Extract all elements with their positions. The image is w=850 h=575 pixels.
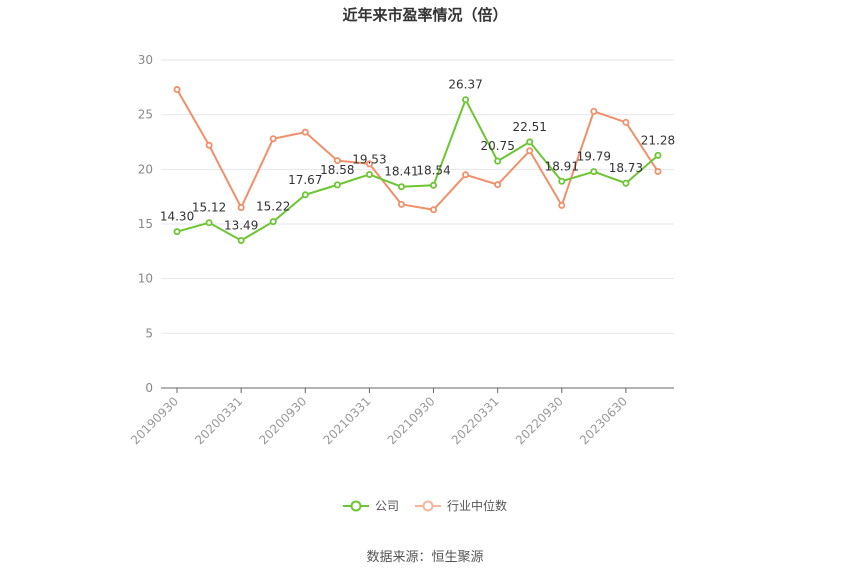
x-tick-label: 20220930 — [513, 394, 566, 447]
y-tick-label: 0 — [145, 381, 153, 395]
source-note: 数据来源：恒生聚源 — [366, 550, 484, 565]
data-label: 14.30 — [160, 210, 194, 224]
chart-title: 近年来市盈率情况（倍） — [342, 6, 508, 24]
data-label: 19.53 — [352, 152, 386, 166]
x-tick-label: 20190930 — [128, 394, 181, 447]
data-point[interactable] — [462, 96, 470, 104]
y-tick-label: 5 — [145, 326, 153, 340]
data-point[interactable] — [205, 141, 213, 149]
data-label: 18.91 — [545, 159, 579, 173]
data-point[interactable] — [494, 157, 502, 165]
data-label: 21.28 — [641, 133, 675, 147]
data-point[interactable] — [526, 138, 534, 146]
data-point[interactable] — [269, 218, 277, 226]
data-point[interactable] — [462, 171, 470, 179]
data-point[interactable] — [237, 237, 245, 245]
data-point[interactable] — [365, 160, 373, 168]
data-label: 22.51 — [513, 120, 547, 134]
data-label: 18.58 — [320, 163, 354, 177]
data-label: 15.22 — [256, 200, 290, 214]
data-label: 26.37 — [448, 78, 482, 92]
legend-item-company[interactable]: 公司 — [342, 497, 399, 514]
legend-label-industry-median: 行业中位数 — [447, 499, 508, 513]
data-point[interactable] — [494, 181, 502, 189]
x-tick-label: 20230630 — [577, 394, 630, 447]
data-label: 15.12 — [192, 201, 226, 215]
legend-item-industry-median[interactable]: 行业中位数 — [415, 497, 507, 514]
data-label: 19.79 — [577, 150, 611, 164]
data-point[interactable] — [205, 219, 213, 227]
series-line-0 — [176, 97, 659, 242]
data-point[interactable] — [654, 151, 662, 159]
y-tick-label: 20 — [138, 162, 153, 176]
data-point[interactable] — [654, 168, 662, 176]
data-point[interactable] — [430, 206, 438, 214]
data-label: 18.41 — [384, 165, 418, 179]
data-point[interactable] — [622, 179, 630, 187]
y-tick-label: 25 — [138, 108, 153, 122]
y-tick-label: 30 — [138, 53, 153, 67]
data-label: 18.73 — [609, 161, 643, 175]
y-tick-label: 15 — [138, 217, 153, 231]
data-point[interactable] — [333, 181, 341, 189]
data-point[interactable] — [237, 204, 245, 212]
data-point[interactable] — [173, 86, 181, 94]
data-point[interactable] — [590, 168, 598, 176]
data-label: 18.54 — [416, 163, 450, 177]
data-point[interactable] — [301, 191, 309, 199]
x-tick-label: 20210930 — [385, 394, 438, 447]
data-point[interactable] — [558, 177, 566, 185]
y-tick-label: 10 — [138, 272, 153, 286]
legend: 公司 行业中位数 — [0, 497, 850, 514]
data-point[interactable] — [397, 200, 405, 208]
legend-marker-company — [342, 500, 369, 511]
series-line-1 — [176, 89, 659, 211]
data-point[interactable] — [397, 183, 405, 191]
data-point[interactable] — [558, 201, 566, 209]
data-point[interactable] — [526, 147, 534, 155]
x-tick-label: 20220331 — [449, 394, 502, 447]
data-point[interactable] — [430, 181, 438, 189]
data-point[interactable] — [622, 118, 630, 126]
legend-marker-industry-median — [415, 500, 441, 511]
data-point[interactable] — [333, 157, 341, 165]
data-label: 13.49 — [224, 219, 258, 233]
data-label: 20.75 — [480, 139, 514, 153]
data-point[interactable] — [301, 128, 309, 136]
data-point[interactable] — [590, 107, 598, 115]
data-label: 17.67 — [288, 173, 322, 187]
legend-label-company: 公司 — [374, 499, 399, 513]
data-point[interactable] — [269, 135, 277, 143]
x-tick-label: 20210331 — [320, 394, 373, 447]
x-tick-label: 20200930 — [256, 394, 309, 447]
data-point[interactable] — [173, 228, 181, 236]
data-point[interactable] — [365, 170, 373, 178]
x-tick-label: 20200331 — [192, 394, 245, 447]
